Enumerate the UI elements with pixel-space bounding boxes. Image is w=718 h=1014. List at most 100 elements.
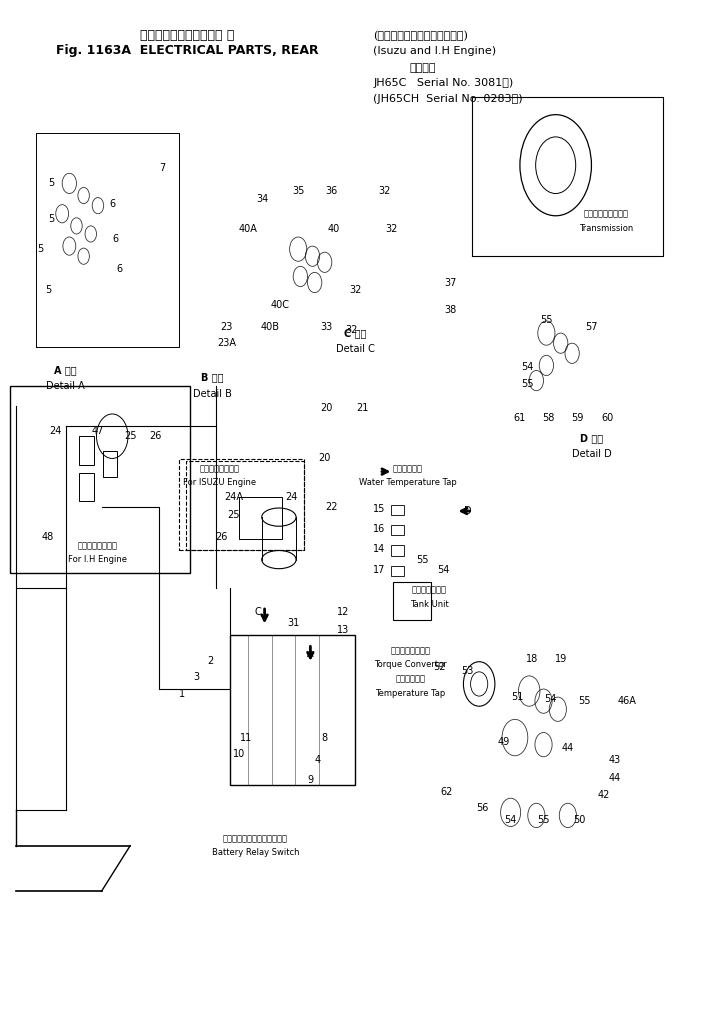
Text: Transmission: Transmission [579, 224, 633, 233]
Text: 55: 55 [540, 315, 553, 324]
Text: 59: 59 [571, 413, 583, 423]
Text: 44: 44 [609, 773, 621, 783]
Text: 6: 6 [109, 199, 116, 209]
Text: 62: 62 [440, 787, 452, 797]
Text: A 詳細: A 詳細 [55, 365, 77, 375]
Text: 3: 3 [193, 672, 199, 681]
Text: (Isuzu and I.H Engine): (Isuzu and I.H Engine) [373, 46, 496, 56]
Text: C 詳細: C 詳細 [344, 329, 367, 338]
Text: 38: 38 [444, 305, 457, 314]
Text: Fig. 1163A  ELECTRICAL PARTS, REAR: Fig. 1163A ELECTRICAL PARTS, REAR [56, 45, 319, 58]
Text: 15: 15 [373, 504, 386, 514]
Text: 18: 18 [526, 654, 538, 664]
Text: 54: 54 [505, 815, 517, 825]
Text: Detail A: Detail A [47, 380, 85, 390]
Text: Water Temperature Tap: Water Temperature Tap [359, 479, 457, 488]
Text: 5: 5 [37, 244, 44, 255]
Text: 43: 43 [609, 754, 621, 765]
Bar [230, 636, 355, 785]
Text: 61: 61 [514, 413, 526, 423]
Text: 13: 13 [337, 626, 350, 636]
Text: トランスミッション: トランスミッション [583, 209, 628, 218]
Text: 21: 21 [356, 403, 369, 413]
Text: 52: 52 [433, 662, 445, 671]
Text: 49: 49 [498, 736, 510, 746]
Bar [179, 459, 304, 551]
Bar [10, 385, 190, 573]
Text: 17: 17 [373, 565, 386, 575]
Text: Detail D: Detail D [572, 449, 611, 459]
Text: 6: 6 [116, 265, 123, 275]
Bar [239, 497, 281, 539]
Text: 9: 9 [307, 775, 314, 785]
Text: 46A: 46A [617, 697, 637, 706]
Text: 12: 12 [337, 607, 350, 618]
Text: D 詳細: D 詳細 [580, 433, 603, 443]
Text: 54: 54 [521, 362, 533, 372]
Text: 19: 19 [554, 654, 567, 664]
Text: 26: 26 [149, 431, 162, 441]
Text: 60: 60 [602, 413, 614, 423]
Text: Battery Relay Switch: Battery Relay Switch [212, 849, 299, 858]
Text: Torque Convertor: Torque Convertor [374, 660, 447, 669]
Text: トルクコンバータ: トルクコンバータ [391, 646, 431, 655]
Text: 温度計取出口: 温度計取出口 [396, 674, 426, 683]
Text: 20: 20 [321, 403, 333, 413]
Text: 34: 34 [256, 194, 269, 204]
Text: 40B: 40B [260, 322, 279, 332]
Text: 33: 33 [321, 322, 333, 332]
Text: Detail B: Detail B [193, 388, 232, 399]
Bar [391, 546, 404, 556]
Text: 7: 7 [159, 163, 165, 173]
Text: 25: 25 [124, 431, 136, 441]
Text: 44: 44 [561, 742, 574, 752]
Text: 56: 56 [476, 803, 488, 813]
Text: 50: 50 [573, 815, 585, 825]
Text: 57: 57 [585, 322, 597, 332]
Bar [103, 451, 117, 477]
Bar [186, 461, 304, 551]
Text: 24: 24 [49, 426, 61, 436]
Text: 適用号機: 適用号機 [409, 62, 436, 73]
Text: 32: 32 [345, 325, 358, 335]
Bar [391, 525, 404, 535]
Text: インクエンジン用: インクエンジン用 [78, 540, 118, 550]
Text: 16: 16 [373, 524, 385, 534]
Text: エレクトリカルパーツ、 後: エレクトリカルパーツ、 後 [140, 29, 235, 43]
Text: Temperature Tap: Temperature Tap [376, 689, 446, 698]
Text: 54: 54 [437, 565, 449, 575]
Text: Tank Unit: Tank Unit [410, 599, 449, 608]
Text: 48: 48 [42, 532, 54, 542]
Text: 31: 31 [287, 619, 299, 629]
Text: For ISUZU Engine: For ISUZU Engine [183, 479, 256, 488]
Text: 25: 25 [228, 510, 240, 520]
Text: バッテリーリレースイッチ: バッテリーリレースイッチ [223, 835, 288, 844]
Text: 5: 5 [48, 214, 55, 224]
Text: 11: 11 [240, 732, 252, 742]
Text: 53: 53 [462, 666, 474, 675]
Text: 40: 40 [328, 224, 340, 234]
Text: タンクユニット: タンクユニット [411, 585, 447, 594]
Text: 23: 23 [220, 322, 233, 332]
Text: 10: 10 [233, 748, 245, 758]
Bar [79, 473, 94, 501]
Text: 54: 54 [544, 695, 557, 704]
Text: B 詳細: B 詳細 [201, 372, 223, 382]
Text: 5: 5 [45, 285, 51, 295]
Text: 32: 32 [349, 285, 362, 295]
Text: 6: 6 [113, 234, 119, 244]
Text: Detail C: Detail C [336, 344, 375, 354]
Text: 14: 14 [373, 545, 385, 555]
Text: いずエンジン用: いずエンジン用 [200, 464, 240, 474]
Bar [393, 582, 431, 621]
Text: 4: 4 [314, 754, 320, 765]
Text: 51: 51 [512, 693, 524, 702]
Text: 32: 32 [378, 187, 390, 197]
Text: 55: 55 [416, 555, 428, 565]
Text: JH65C   Serial No. 3081～): JH65C Serial No. 3081～) [373, 78, 513, 88]
Text: 23A: 23A [217, 339, 236, 348]
Text: A: A [307, 649, 314, 659]
Text: 37: 37 [444, 278, 457, 288]
Text: 24A: 24A [224, 492, 243, 502]
Text: 58: 58 [542, 413, 555, 423]
